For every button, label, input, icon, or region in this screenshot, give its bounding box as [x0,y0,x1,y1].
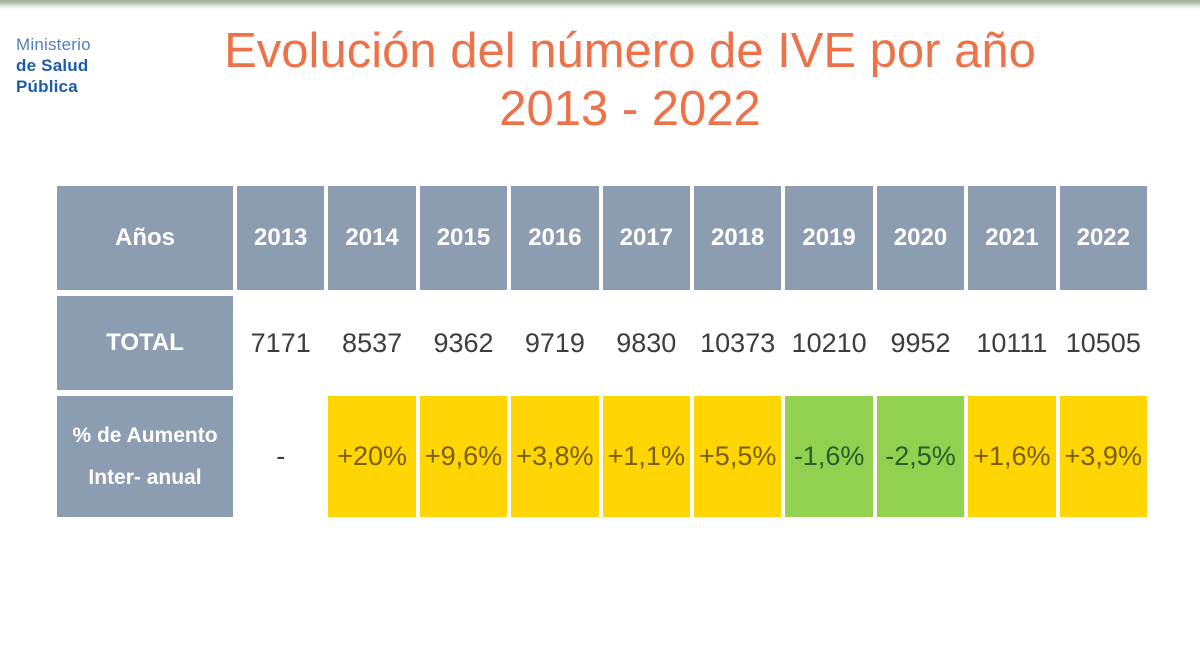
pct-label-line1: % de Aumento [72,423,218,447]
logo-text-de-salud: de Salud [16,56,89,75]
total-cell-2015: 9362 [419,296,508,390]
slide-title-line-2: 2013 - 2022 [499,82,761,136]
logo-text-ministerio: Ministerio [16,35,91,54]
header-cell-anos: Años [57,186,233,290]
header-cell-year-2016: 2016 [511,186,599,290]
pct-cell-2021: +1,6% [968,396,1056,517]
total-cell-2018: 10373 [694,296,782,390]
total-cell-2013: 7171 [237,296,325,390]
slide-title-line-1: Evolución del número de IVE por año [224,24,1036,78]
header-cell-year-2017: 2017 [602,186,690,290]
total-cell-2021: 10111 [968,296,1056,390]
header-cell-year-2020: 2020 [876,186,965,290]
total-cell-2019: 10210 [785,296,873,390]
logo-text-publica: Pública [16,77,78,96]
total-cell-2022: 10505 [1059,296,1147,390]
header-cell-year-2019: 2019 [785,186,873,290]
pct-cell-2018: +5,5% [694,396,782,517]
total-cell-2020: 9952 [876,296,965,390]
ive-table: Años 2013 2014 2015 2016 2017 2018 2019 2020 2021… [57,186,1147,517]
pct-cell-2022: +3,9% [1059,396,1147,517]
pct-cell-2013: - [237,396,325,517]
total-cell-2017: 9830 [602,296,690,390]
header-cell-year-2018: 2018 [694,186,782,290]
pct-cell-2019: -1,6% [785,396,873,517]
slide-title: Evolución del número de IVE por año 2013… [70,22,1190,138]
pct-cell-2020: -2,5% [876,396,965,517]
header-cell-year-2013: 2013 [237,186,325,290]
total-cell-2014: 8537 [328,296,416,390]
row-label-pct-aumento: % de Aumento Inter- anual [57,396,233,517]
pct-cell-2016: +3,8% [511,396,599,517]
top-decoration-bar [0,0,1200,9]
header-cell-year-2021: 2021 [968,186,1056,290]
header-cell-year-2015: 2015 [419,186,508,290]
pct-cell-2015: +9,6% [419,396,508,517]
ministry-logo: Ministerio de Salud Pública [16,34,91,97]
total-cell-2016: 9719 [511,296,599,390]
pct-cell-2017: +1,1% [602,396,690,517]
pct-cell-2014: +20% [328,396,416,517]
header-cell-year-2014: 2014 [328,186,416,290]
row-label-total: TOTAL [57,296,233,390]
header-cell-year-2022: 2022 [1059,186,1147,290]
pct-label-line2: Inter- anual [88,465,202,489]
